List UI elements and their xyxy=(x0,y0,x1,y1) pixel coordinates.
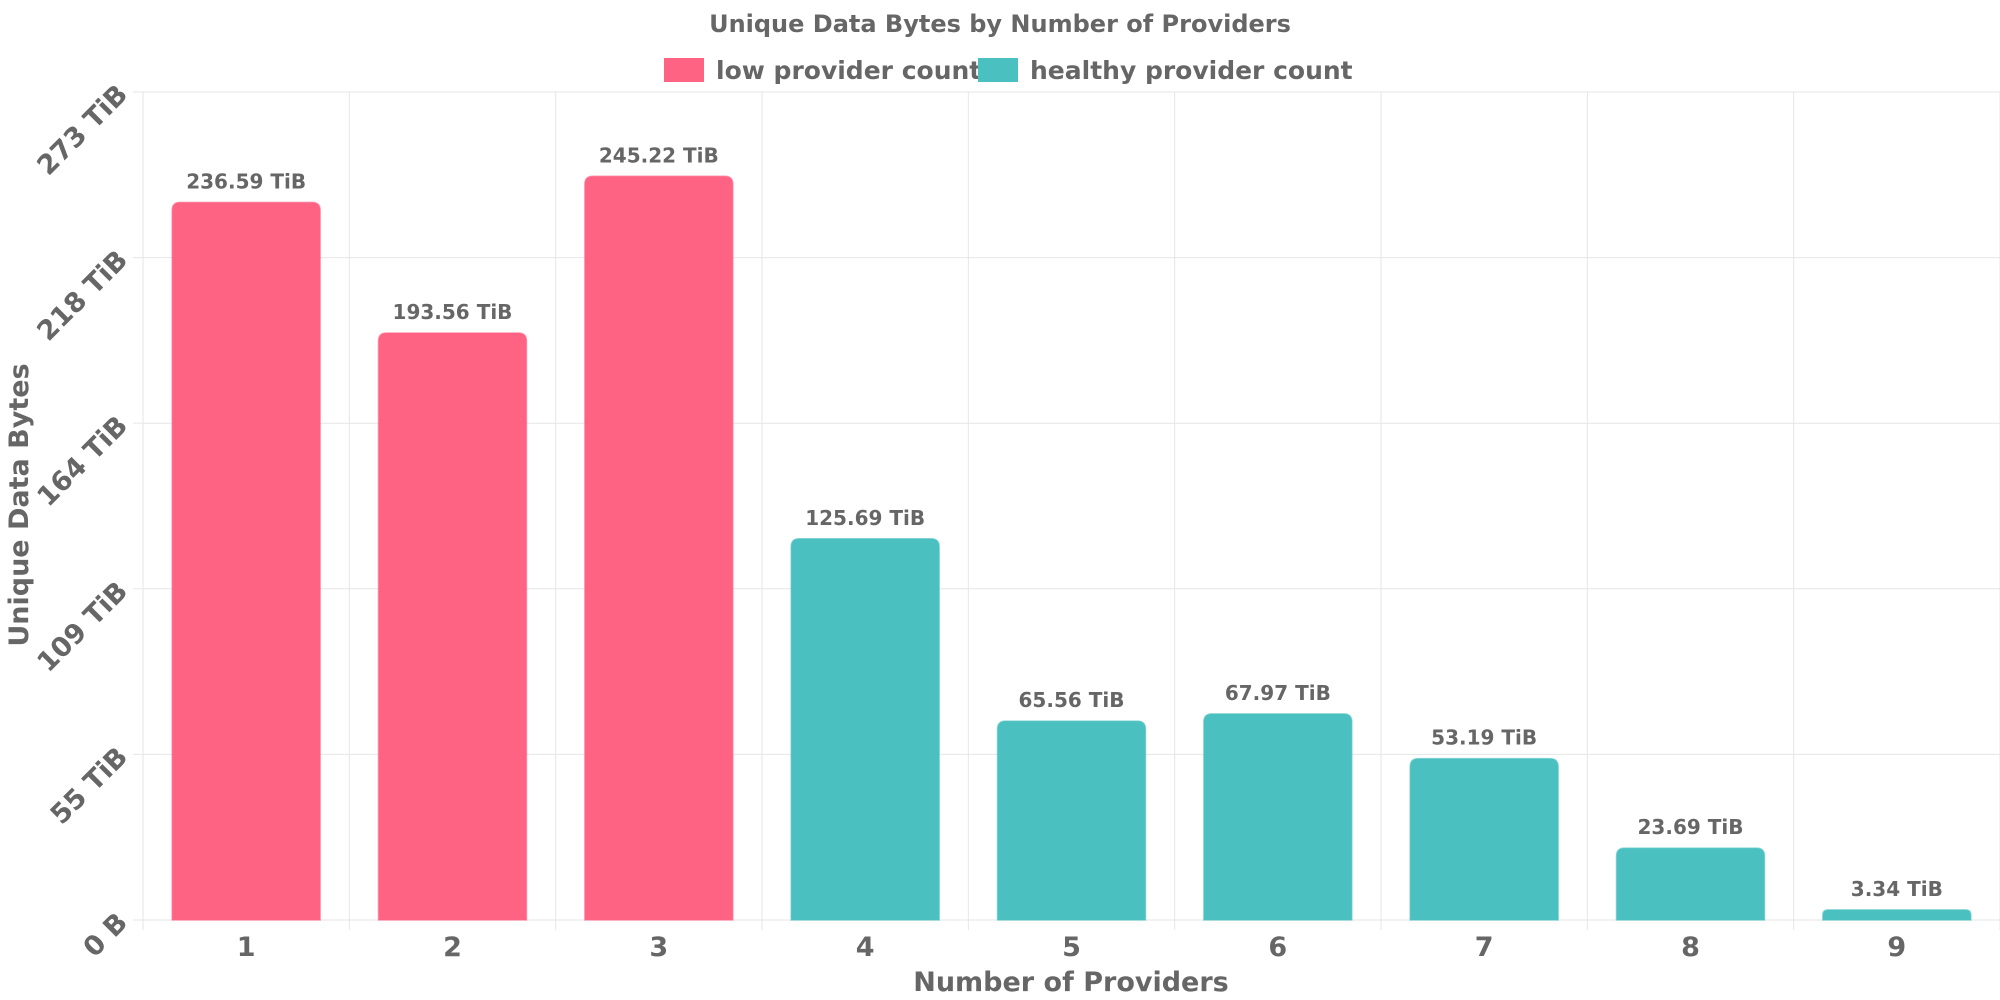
bar[interactable] xyxy=(1615,847,1766,921)
bar-value-label: 23.69 TiB xyxy=(1638,815,1744,839)
y-tick-label: 109 TiB xyxy=(31,576,134,679)
bar[interactable] xyxy=(1409,757,1559,921)
x-tick-label: 2 xyxy=(443,932,462,963)
legend-swatch-healthy[interactable] xyxy=(978,58,1018,82)
x-tick-labels: 1 2 3 4 5 6 7 8 9 xyxy=(237,932,1906,963)
bar[interactable] xyxy=(584,175,734,921)
legend[interactable]: low provider count healthy provider coun… xyxy=(664,56,1353,85)
y-tick-label: 273 TiB xyxy=(31,79,134,182)
bar-value-label: 65.56 TiB xyxy=(1019,688,1125,712)
bar-value-label: 193.56 TiB xyxy=(393,300,513,324)
bar[interactable] xyxy=(996,720,1147,921)
x-tick-label: 6 xyxy=(1268,932,1287,963)
x-tick-label: 8 xyxy=(1681,932,1700,963)
y-tick-label: 164 TiB xyxy=(31,410,134,513)
x-tick-label: 1 xyxy=(237,932,256,963)
bar[interactable] xyxy=(1822,909,1972,921)
y-tick-label: 55 TiB xyxy=(45,741,134,830)
chart-title: Unique Data Bytes by Number of Providers xyxy=(709,10,1291,38)
y-axis-label: Unique Data Bytes xyxy=(4,363,35,646)
y-tick-label: 0 B xyxy=(78,907,134,963)
legend-swatch-low[interactable] xyxy=(664,58,704,82)
bar[interactable] xyxy=(1203,713,1353,921)
x-tick-label: 3 xyxy=(649,932,668,963)
bar-value-label: 53.19 TiB xyxy=(1431,726,1537,750)
bar-value-label: 67.97 TiB xyxy=(1225,681,1331,705)
x-tick-label: 7 xyxy=(1475,932,1494,963)
legend-label-healthy[interactable]: healthy provider count xyxy=(1030,56,1353,85)
y-tick-label: 218 TiB xyxy=(31,245,134,348)
x-tick-label: 5 xyxy=(1062,932,1081,963)
bar[interactable] xyxy=(171,201,321,921)
bar-value-label: 236.59 TiB xyxy=(186,169,306,193)
x-tick-label: 9 xyxy=(1887,932,1906,963)
value-labels: 236.59 TiB 193.56 TiB 245.22 TiB 125.69 TiB… xyxy=(186,143,1943,901)
bar[interactable] xyxy=(377,332,528,921)
bar-value-label: 125.69 TiB xyxy=(805,506,925,530)
bar-value-label: 245.22 TiB xyxy=(599,143,719,167)
bars xyxy=(171,175,1972,921)
y-tick-labels: 0 B 55 TiB 109 TiB 164 TiB 218 TiB 273 TiB xyxy=(31,79,134,963)
bar[interactable] xyxy=(790,538,940,921)
bar-value-label: 3.34 TiB xyxy=(1851,877,1943,901)
legend-label-low[interactable]: low provider count xyxy=(716,56,981,85)
x-axis-label: Number of Providers xyxy=(913,967,1229,998)
x-tick-label: 4 xyxy=(856,932,875,963)
